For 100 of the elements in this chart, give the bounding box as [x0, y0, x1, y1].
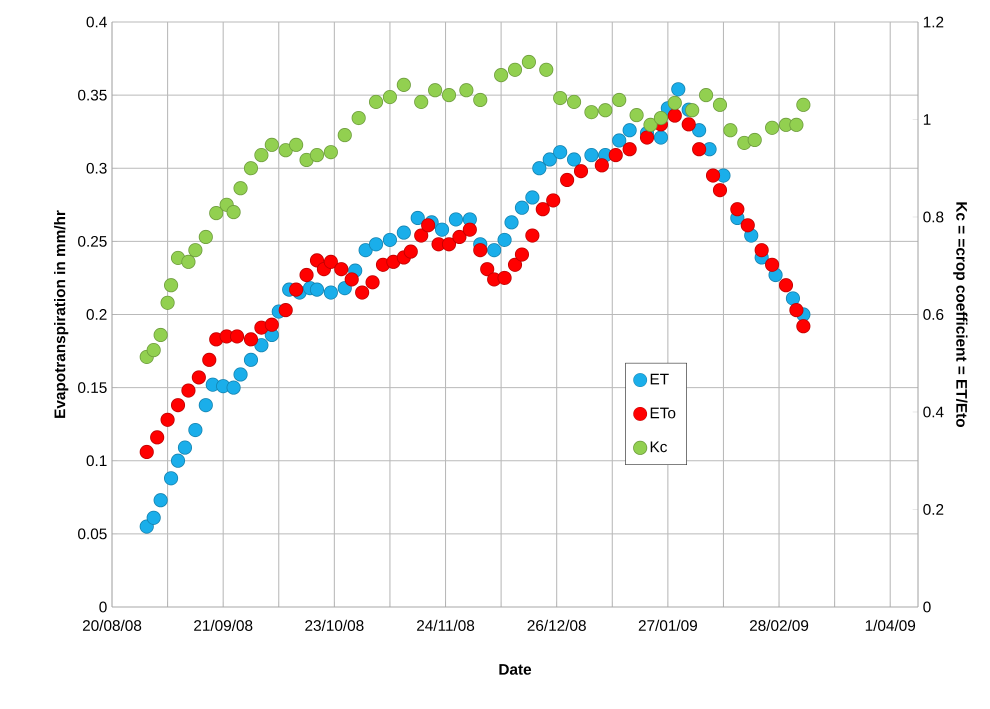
y-tick-label: 0.4 — [86, 16, 107, 28]
y2-tick-label: 0.8 — [923, 212, 944, 222]
y-tick-label: 0.05 — [78, 528, 107, 540]
point — [643, 118, 658, 132]
x-tick-label: 26/12/08 — [528, 620, 586, 631]
point — [522, 54, 536, 70]
point — [532, 161, 546, 176]
point — [254, 148, 268, 162]
y-tick-label: 0.3 — [86, 162, 107, 174]
point — [310, 282, 324, 297]
point — [508, 62, 522, 77]
point — [612, 133, 626, 148]
point — [612, 92, 626, 108]
point — [244, 161, 258, 176]
point — [796, 98, 810, 112]
point — [188, 243, 202, 258]
point — [442, 88, 456, 102]
x-tick-label: 21/09/08 — [194, 620, 252, 631]
point — [188, 422, 202, 438]
y-axis-title: Evapotranspiration in mm/hr — [54, 210, 68, 418]
point — [434, 222, 450, 237]
point — [414, 94, 428, 109]
point — [553, 90, 568, 106]
point — [685, 103, 700, 118]
point — [146, 343, 161, 358]
point — [278, 143, 293, 158]
point — [181, 254, 196, 269]
point — [514, 200, 530, 215]
point — [539, 62, 554, 77]
point — [699, 88, 714, 102]
point — [352, 110, 366, 126]
point — [140, 519, 154, 534]
point — [358, 243, 373, 258]
point — [368, 237, 384, 252]
point — [622, 123, 637, 138]
x-tick-label: 28/02/09 — [750, 620, 808, 631]
point — [410, 210, 425, 226]
point — [566, 152, 582, 167]
point — [654, 130, 668, 145]
point — [525, 190, 540, 205]
point — [584, 148, 598, 162]
point — [396, 226, 411, 240]
point — [487, 243, 502, 258]
point — [198, 398, 213, 412]
point — [765, 120, 780, 135]
point — [584, 105, 598, 120]
point — [154, 493, 168, 508]
point — [209, 206, 224, 220]
y2-tick-label: 0.4 — [923, 406, 944, 418]
point — [368, 94, 384, 109]
point — [428, 83, 442, 98]
x-tick-label: 24/11/08 — [417, 620, 474, 631]
point — [459, 83, 474, 98]
point — [299, 152, 314, 168]
y-tick-label: 0.35 — [78, 90, 107, 101]
point — [146, 510, 161, 525]
point — [654, 110, 668, 126]
x-tick-label: 27/01/09 — [638, 620, 697, 631]
point — [630, 108, 644, 122]
y2-tick-label: 0.2 — [923, 504, 944, 515]
point — [712, 98, 728, 112]
y2-axis-title: Kc = =crop coefficient = ET/Eto — [953, 202, 968, 427]
y-tick-label: 0.25 — [78, 236, 107, 247]
y-tick-label: 0.1 — [86, 455, 107, 466]
point — [504, 215, 519, 230]
point — [164, 471, 178, 486]
point — [396, 78, 411, 92]
point — [498, 232, 512, 247]
y2-tick-label: 1.2 — [924, 16, 944, 28]
legend-label: ETo — [650, 408, 676, 418]
x-tick-label: 1/04/09 — [866, 620, 916, 631]
point — [178, 440, 192, 455]
point — [598, 103, 612, 118]
point — [289, 138, 304, 152]
point — [473, 92, 488, 108]
x-tick-label: 23/10/08 — [305, 620, 364, 631]
y2-tick-label: 1 — [924, 114, 930, 125]
point — [692, 123, 706, 138]
point — [324, 285, 338, 300]
point — [310, 148, 324, 162]
point — [170, 454, 186, 468]
point — [382, 90, 397, 104]
point — [164, 278, 178, 292]
point — [566, 94, 582, 109]
point — [382, 232, 397, 247]
point — [448, 212, 464, 226]
point — [542, 152, 557, 167]
legend-label: Kc — [650, 442, 667, 452]
point — [553, 145, 568, 160]
point — [160, 296, 175, 310]
x-tick-label: 20/08/08 — [82, 620, 142, 631]
point — [244, 352, 258, 367]
point — [748, 132, 762, 148]
point — [233, 367, 248, 382]
point — [226, 380, 241, 395]
x-axis-title: Date — [499, 664, 532, 675]
point — [723, 123, 738, 138]
y-tick-label: 0 — [99, 602, 107, 612]
point — [154, 328, 168, 342]
point — [668, 96, 682, 110]
